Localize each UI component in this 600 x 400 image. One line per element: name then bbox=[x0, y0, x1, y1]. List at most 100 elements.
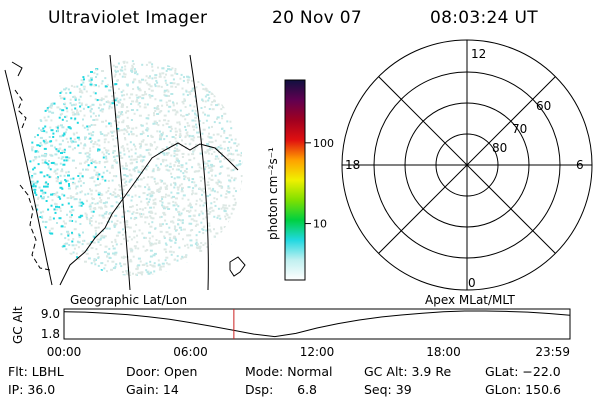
uv-pixel bbox=[37, 196, 40, 199]
uv-pixel bbox=[184, 136, 187, 139]
uv-pixel bbox=[153, 120, 157, 123]
uv-pixel bbox=[180, 183, 183, 186]
uv-pixel bbox=[44, 125, 47, 128]
uv-pixel bbox=[50, 144, 54, 147]
uv-pixel bbox=[88, 153, 91, 156]
uv-pixel bbox=[115, 104, 118, 106]
uv-pixel bbox=[165, 243, 168, 246]
uv-pixel bbox=[138, 195, 141, 198]
uv-pixel bbox=[233, 198, 236, 201]
uv-pixel bbox=[126, 239, 129, 242]
uv-pixel bbox=[213, 235, 216, 238]
uv-pixel bbox=[65, 179, 69, 182]
uv-pixel bbox=[126, 226, 130, 229]
uv-pixel bbox=[62, 96, 66, 99]
uv-pixel bbox=[76, 111, 79, 114]
uv-pixel bbox=[139, 81, 142, 84]
uv-pixel bbox=[34, 192, 37, 194]
uv-pixel bbox=[219, 166, 222, 168]
uv-pixel bbox=[162, 131, 164, 134]
uv-pixel bbox=[112, 247, 116, 250]
uv-pixel bbox=[92, 241, 96, 244]
uv-pixel bbox=[149, 263, 152, 266]
uv-pixel bbox=[140, 200, 143, 203]
uv-pixel bbox=[77, 144, 80, 147]
uv-pixel bbox=[218, 172, 221, 175]
uv-pixel bbox=[50, 193, 54, 196]
uv-pixel bbox=[207, 152, 210, 155]
uv-pixel bbox=[177, 210, 181, 213]
uv-pixel bbox=[216, 183, 219, 186]
uv-pixel bbox=[74, 117, 77, 120]
uv-pixel bbox=[214, 174, 217, 177]
uv-pixel bbox=[100, 199, 103, 202]
uv-pixel bbox=[130, 249, 134, 252]
uv-pixel bbox=[152, 122, 155, 125]
uv-pixel bbox=[203, 202, 206, 204]
uv-pixel bbox=[98, 222, 101, 225]
uv-pixel bbox=[168, 250, 171, 253]
uv-pixel bbox=[210, 169, 214, 172]
uv-pixel bbox=[78, 101, 81, 104]
uv-pixel bbox=[41, 154, 44, 157]
uv-pixel bbox=[222, 140, 226, 143]
uv-pixel bbox=[234, 138, 237, 141]
uv-pixel bbox=[89, 149, 92, 152]
uv-pixel bbox=[105, 125, 108, 128]
uv-pixel bbox=[46, 108, 49, 111]
uv-pixel bbox=[72, 177, 75, 180]
uv-pixel bbox=[204, 87, 207, 90]
uv-pixel bbox=[217, 146, 220, 148]
uv-pixel bbox=[104, 205, 108, 208]
uv-pixel bbox=[108, 171, 111, 174]
uv-pixel bbox=[110, 241, 113, 244]
uv-pixel bbox=[110, 268, 113, 271]
uv-pixel bbox=[115, 97, 119, 100]
uv-pixel bbox=[67, 126, 71, 129]
uv-pixel bbox=[185, 113, 189, 116]
uv-pixel bbox=[151, 235, 154, 238]
uv-pixel bbox=[138, 79, 141, 82]
uv-pixel bbox=[105, 155, 108, 158]
uv-pixel bbox=[58, 217, 62, 220]
uv-pixel bbox=[172, 204, 176, 207]
uv-pixel bbox=[161, 262, 165, 265]
uv-pixel bbox=[134, 145, 137, 148]
uv-pixel bbox=[104, 264, 107, 267]
uv-pixel bbox=[178, 232, 180, 235]
uv-pixel bbox=[94, 258, 97, 261]
uv-pixel bbox=[88, 132, 91, 135]
uv-pixel bbox=[90, 115, 92, 118]
uv-pixel bbox=[86, 200, 88, 203]
uv-pixel bbox=[197, 162, 200, 165]
uv-pixel bbox=[70, 214, 73, 217]
uv-pixel bbox=[69, 195, 72, 198]
uv-pixel bbox=[117, 99, 120, 102]
uv-pixel bbox=[64, 115, 67, 118]
uv-pixel bbox=[63, 88, 67, 91]
uv-pixel bbox=[147, 148, 151, 151]
uv-pixel bbox=[120, 256, 123, 259]
island-outline bbox=[229, 256, 246, 277]
uv-pixel bbox=[165, 69, 168, 72]
uv-pixel bbox=[83, 78, 85, 81]
uv-pixel bbox=[99, 196, 101, 199]
uv-pixel bbox=[208, 108, 211, 110]
uv-pixel bbox=[55, 172, 59, 175]
uv-pixel bbox=[161, 158, 165, 161]
uv-pixel bbox=[173, 164, 176, 167]
uv-pixel bbox=[220, 226, 223, 229]
uv-pixel bbox=[163, 91, 166, 94]
uv-pixel bbox=[166, 271, 169, 274]
uv-pixel bbox=[70, 205, 73, 208]
uv-pixel bbox=[171, 220, 174, 223]
uv-pixel bbox=[174, 241, 177, 244]
uv-pixel bbox=[179, 170, 182, 173]
uv-pixel bbox=[115, 234, 119, 237]
uv-pixel bbox=[58, 116, 61, 119]
uv-pixel bbox=[140, 272, 142, 275]
xtick-label: 23:59 bbox=[535, 345, 570, 359]
uv-pixel bbox=[86, 128, 89, 131]
uv-pixel bbox=[57, 124, 60, 127]
uv-pixel bbox=[146, 203, 149, 206]
